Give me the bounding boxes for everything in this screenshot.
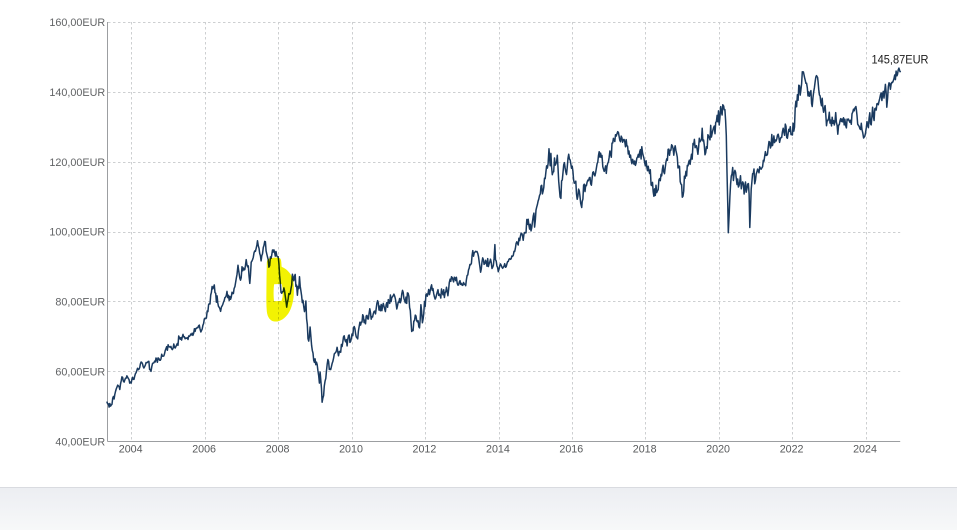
- svg-text:2018: 2018: [633, 443, 657, 455]
- svg-text:2016: 2016: [559, 443, 583, 455]
- svg-text:2006: 2006: [192, 443, 216, 455]
- svg-text:100,00EUR: 100,00EUR: [49, 227, 105, 239]
- svg-text:2008: 2008: [266, 443, 290, 455]
- svg-text:2012: 2012: [413, 443, 437, 455]
- svg-text:140,00EUR: 140,00EUR: [49, 87, 105, 99]
- svg-text:2020: 2020: [706, 443, 730, 455]
- svg-text:40,00EUR: 40,00EUR: [55, 436, 105, 448]
- svg-text:2022: 2022: [780, 443, 804, 455]
- svg-text:2010: 2010: [339, 443, 363, 455]
- svg-text:120,00EUR: 120,00EUR: [49, 157, 105, 169]
- svg-text:80,00EUR: 80,00EUR: [55, 297, 105, 309]
- svg-text:160,00EUR: 160,00EUR: [49, 17, 105, 29]
- svg-text:2004: 2004: [119, 443, 143, 455]
- svg-text:60,00EUR: 60,00EUR: [55, 367, 105, 379]
- svg-text:2024: 2024: [853, 443, 877, 455]
- svg-text:145,87EUR: 145,87EUR: [872, 53, 929, 67]
- svg-text:2014: 2014: [486, 443, 510, 455]
